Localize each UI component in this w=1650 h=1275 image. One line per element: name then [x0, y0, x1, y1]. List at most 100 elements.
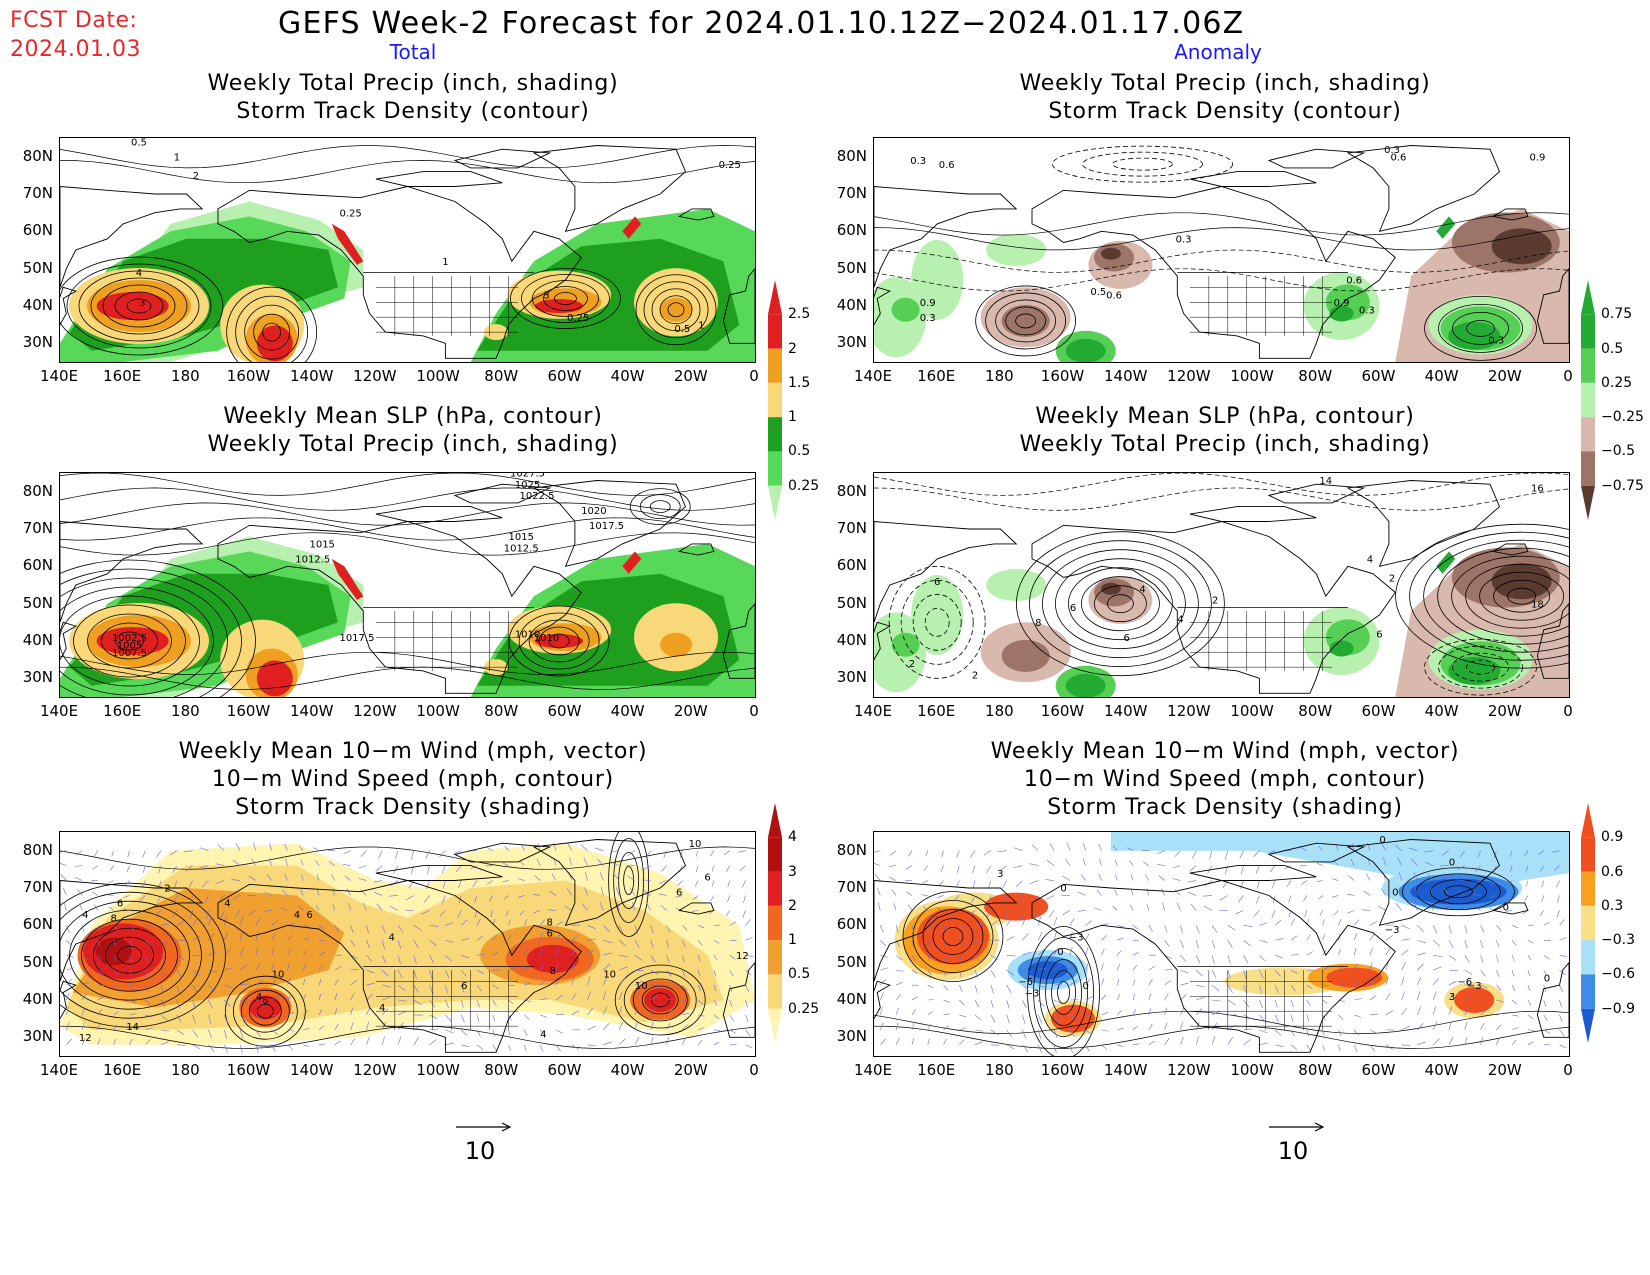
wind-vector	[508, 919, 511, 926]
wind-vector	[874, 850, 881, 853]
contour-value-label: 1	[698, 320, 704, 331]
wind-vector	[521, 844, 525, 851]
wind-vector	[75, 877, 83, 881]
wind-vector	[1227, 955, 1231, 964]
contour-line	[543, 286, 588, 311]
wind-vector	[618, 925, 624, 934]
wind-vector	[1195, 940, 1199, 949]
wind-vector	[555, 921, 564, 926]
wind-vector	[1101, 1029, 1109, 1032]
wind-vector	[634, 925, 638, 934]
wind-vector	[1259, 954, 1266, 962]
wind-vector	[1275, 919, 1282, 926]
wind-vector	[1259, 939, 1268, 943]
wind-vector	[474, 895, 478, 903]
wind-vector	[618, 977, 626, 986]
wind-vector	[1069, 1029, 1075, 1038]
wind-vector	[745, 1044, 753, 1049]
wind-vector	[97, 1038, 101, 1045]
wind-vector	[348, 902, 351, 911]
wind-vector	[60, 874, 67, 881]
wind-vector	[1448, 992, 1455, 1001]
wind-vector	[1117, 1027, 1124, 1031]
wind-vector	[111, 850, 114, 857]
wind-vector	[1275, 938, 1284, 941]
shading-region	[1329, 305, 1354, 322]
wind-vector	[1101, 948, 1105, 956]
longitude-tick-label: 160W	[1040, 1061, 1085, 1079]
wind-vector	[1401, 1007, 1408, 1016]
wind-vector	[282, 889, 288, 896]
panel-title-line: Storm Track Density (contour)	[236, 99, 590, 124]
contour-line	[874, 1010, 1569, 1034]
wind-vector	[1306, 1029, 1310, 1037]
wind-vector	[666, 940, 669, 948]
contour-line	[1082, 151, 1203, 177]
wind-vector	[1556, 910, 1560, 918]
wind-vector	[426, 865, 430, 875]
wind-vector	[911, 940, 915, 947]
wind-vector	[972, 880, 976, 889]
wind-vector	[145, 925, 153, 929]
wind-vector	[880, 1007, 883, 1016]
contour-line	[613, 838, 645, 923]
wind-vector	[587, 962, 592, 971]
wind-vector	[176, 1014, 182, 1023]
wind-vector	[724, 850, 730, 856]
wind-vector	[1271, 910, 1276, 918]
latitude-tick-label: 60N	[22, 221, 53, 240]
wind-vector	[743, 895, 746, 903]
wind-vector	[1022, 999, 1027, 1009]
wind-vector	[505, 910, 509, 916]
wind-vector	[334, 978, 339, 986]
contour-line	[60, 586, 214, 696]
latitude-tick-label: 30N	[836, 668, 867, 687]
wind-vector	[877, 902, 881, 911]
contour-value-label: 0.3	[1488, 335, 1504, 346]
coastline	[1267, 148, 1366, 169]
wind-vector	[1477, 850, 1481, 859]
panel-title-line: 10−m Wind Speed (mph, contour)	[211, 767, 615, 792]
wind-vector	[729, 969, 734, 977]
wind-vector	[460, 984, 465, 993]
wind-vector	[1335, 844, 1339, 851]
wind-vector	[1096, 889, 1102, 896]
wind-vector	[81, 1037, 86, 1045]
wind-vector	[1148, 966, 1155, 971]
wind-vector	[1157, 850, 1165, 855]
wind-vector	[1464, 955, 1470, 963]
wind-vector	[476, 1014, 480, 1023]
wind-vector	[76, 850, 83, 856]
wind-vector	[160, 984, 164, 993]
contour-line	[87, 613, 172, 669]
wind-vector	[1164, 1038, 1170, 1045]
wind-vector	[318, 1009, 323, 1016]
contour-line	[912, 900, 994, 973]
contour-line	[508, 605, 610, 677]
wind-vector	[287, 978, 291, 986]
wind-vector	[1164, 993, 1169, 1001]
wind-vector	[634, 969, 644, 972]
wind-vector	[298, 905, 304, 911]
contour-line	[78, 270, 200, 342]
wind-vector	[255, 918, 261, 926]
wind-vector	[1069, 1014, 1078, 1020]
latitude-tick-label: 30N	[836, 333, 867, 352]
longitude-tick-label: 100W	[1230, 702, 1274, 720]
wind-vector	[738, 850, 746, 853]
wind-vector	[1448, 940, 1454, 949]
wind-vector	[1432, 1038, 1440, 1046]
wind-vector	[634, 1006, 639, 1016]
contour-line	[1015, 313, 1037, 329]
shading-region	[1027, 961, 1068, 980]
wind-vector	[455, 865, 462, 873]
wind-vector	[410, 850, 415, 860]
wind-vector	[1306, 1014, 1310, 1022]
wind-vector	[1006, 984, 1012, 993]
wind-vector	[107, 894, 114, 896]
wind-vector	[239, 1014, 246, 1023]
wind-vector	[366, 994, 373, 1001]
wind-vector	[287, 994, 293, 1001]
wind-vector	[943, 1013, 951, 1016]
wind-vector	[176, 1029, 185, 1036]
